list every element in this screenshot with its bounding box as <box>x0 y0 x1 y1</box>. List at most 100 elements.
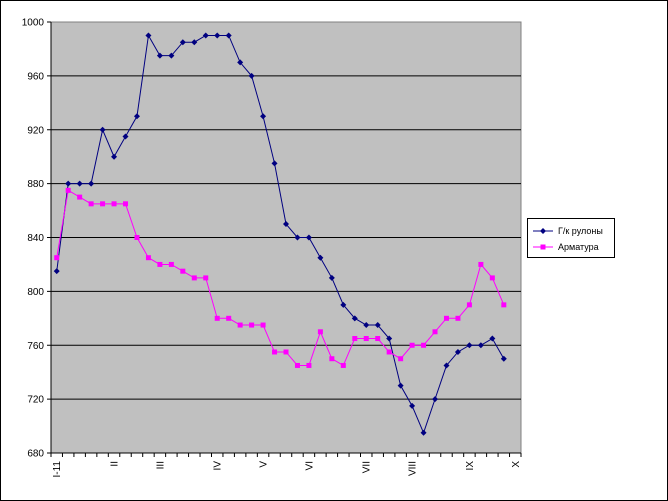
data-point-series-1 <box>225 32 232 39</box>
data-point-series-1 <box>363 322 370 329</box>
data-point-series-1 <box>317 254 324 261</box>
data-point-series-1 <box>397 382 404 389</box>
data-point-series-1 <box>466 342 473 349</box>
data-point-series-1 <box>65 180 72 187</box>
legend: Г/к рулоны Арматура <box>527 218 615 258</box>
data-point-series-1 <box>374 322 381 329</box>
x-tick-label: VII <box>362 461 373 473</box>
data-point-series-1 <box>454 348 461 355</box>
data-point-series-2 <box>340 362 346 368</box>
legend-label-series-2: Арматура <box>558 242 599 252</box>
data-point-series-1 <box>214 32 221 39</box>
data-point-series-2 <box>260 322 266 328</box>
data-point-series-1 <box>145 32 152 39</box>
data-point-series-1 <box>260 113 267 120</box>
x-tick-label: III <box>155 461 166 469</box>
data-point-series-1 <box>99 126 106 133</box>
y-tick-label: 1000 <box>22 18 45 29</box>
data-point-series-2 <box>386 349 392 355</box>
series-lines <box>56 33 505 435</box>
data-point-series-1 <box>328 274 335 281</box>
data-point-series-2 <box>203 275 209 281</box>
x-tick-label: II <box>110 461 121 467</box>
data-point-series-1 <box>305 234 312 241</box>
x-tick-label: VI <box>304 461 315 470</box>
data-point-series-2 <box>65 187 71 193</box>
data-point-series-2 <box>134 235 140 240</box>
data-point-series-2 <box>54 255 60 261</box>
y-tick-label: 880 <box>27 179 44 190</box>
legend-item-series-1: Г/к рулоны <box>532 224 614 238</box>
data-point-series-2 <box>466 302 472 308</box>
data-point-series-2 <box>478 261 484 267</box>
data-point-series-1 <box>88 180 95 187</box>
legend-label-series-1: Г/к рулоны <box>558 226 603 236</box>
data-point-series-1 <box>168 52 175 59</box>
data-point-series-1 <box>237 59 244 66</box>
y-tick-label: 680 <box>27 449 44 460</box>
data-point-series-1 <box>156 52 163 59</box>
data-point-series-2 <box>432 329 438 335</box>
x-tick-label: I-11 <box>52 461 63 478</box>
data-point-series-2 <box>88 201 94 207</box>
x-tick-label: VIII <box>408 461 419 476</box>
data-point-series-2 <box>294 362 300 368</box>
data-point-series-2 <box>421 342 427 348</box>
data-point-series-2 <box>272 349 278 355</box>
data-point-series-2 <box>489 275 495 281</box>
data-point-series-2 <box>317 329 323 335</box>
data-point-series-1 <box>133 113 140 120</box>
data-point-series-2 <box>191 275 197 281</box>
series-line-2 <box>56 189 505 367</box>
x-tick-label: V <box>259 461 270 468</box>
data-point-series-2 <box>168 261 174 267</box>
data-point-series-1 <box>111 153 118 160</box>
data-point-series-1 <box>53 268 60 275</box>
data-point-series-1 <box>420 429 427 436</box>
y-tick-label: 960 <box>27 71 44 82</box>
data-point-series-1 <box>76 180 83 187</box>
data-point-series-2 <box>214 315 220 321</box>
y-tick-label: 920 <box>27 125 44 136</box>
data-point-series-2 <box>455 315 461 321</box>
data-point-series-1 <box>122 133 129 140</box>
data-point-series-1 <box>409 402 416 409</box>
series-line-1 <box>56 33 505 435</box>
y-tick-label: 760 <box>27 341 44 352</box>
legend-item-series-2: Арматура <box>532 240 614 254</box>
series-markers <box>53 32 507 436</box>
data-point-series-1 <box>489 335 496 342</box>
data-point-series-2 <box>237 322 243 328</box>
data-point-series-2 <box>249 322 255 328</box>
data-point-series-2 <box>226 315 232 321</box>
data-point-series-2 <box>375 336 381 342</box>
data-point-series-1 <box>248 72 255 79</box>
data-point-series-1 <box>443 362 450 369</box>
data-point-series-1 <box>351 315 358 322</box>
data-point-series-1 <box>271 160 278 167</box>
data-point-series-2 <box>398 356 404 362</box>
data-point-series-1 <box>477 342 484 349</box>
data-point-series-2 <box>329 356 335 362</box>
y-tick-label: 800 <box>27 287 44 298</box>
data-point-series-2 <box>180 268 186 274</box>
data-point-series-2 <box>306 362 312 368</box>
data-point-series-1 <box>179 39 186 46</box>
y-tick-label: 840 <box>27 233 44 244</box>
data-point-series-2 <box>123 201 129 207</box>
data-point-series-1 <box>283 221 289 228</box>
data-point-series-1 <box>191 39 198 46</box>
data-point-series-2 <box>409 342 415 348</box>
y-tick-label: 720 <box>27 395 44 406</box>
data-point-series-2 <box>352 336 358 342</box>
data-point-series-2 <box>501 302 507 308</box>
data-point-series-2 <box>157 261 163 267</box>
data-point-series-2 <box>363 336 369 342</box>
data-point-series-2 <box>443 315 449 321</box>
data-point-series-2 <box>111 201 117 207</box>
x-tick-label: IX <box>465 461 476 471</box>
legend-swatch-series-2 <box>533 244 553 250</box>
x-tick-label: X <box>511 461 522 468</box>
data-point-series-1 <box>294 234 301 241</box>
data-point-series-1 <box>432 396 439 403</box>
